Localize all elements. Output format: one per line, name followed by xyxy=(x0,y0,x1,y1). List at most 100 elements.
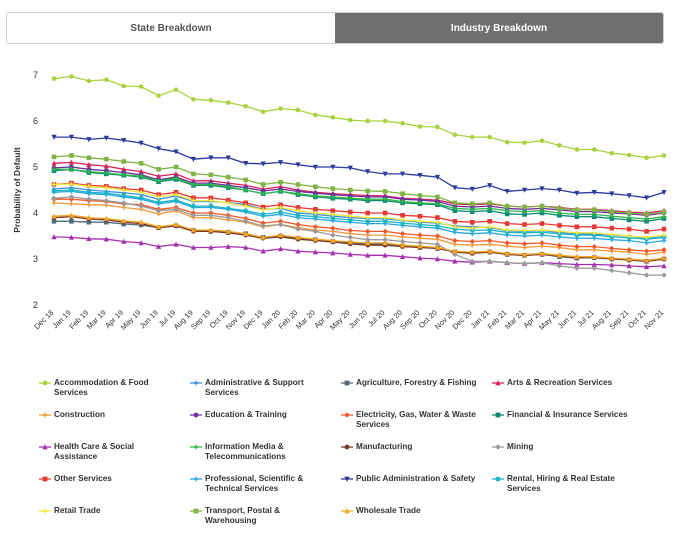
legend-item[interactable]: Arts & Recreation Services xyxy=(491,378,638,400)
data-point xyxy=(155,173,162,179)
data-point xyxy=(504,139,510,145)
data-point xyxy=(42,412,48,418)
legend-item[interactable]: Public Administration & Safety xyxy=(340,474,491,496)
data-point xyxy=(347,209,353,215)
data-point xyxy=(609,245,615,252)
data-point xyxy=(295,182,301,187)
data-point xyxy=(417,197,423,203)
legend-item[interactable]: Construction xyxy=(38,410,189,432)
data-point xyxy=(69,218,74,224)
legend-item[interactable]: Education & Training xyxy=(189,410,340,432)
data-point xyxy=(556,187,563,193)
data-point xyxy=(278,202,283,208)
data-point xyxy=(591,214,597,219)
data-point xyxy=(138,173,144,179)
data-point xyxy=(556,263,563,269)
data-point xyxy=(434,241,441,247)
data-point xyxy=(86,169,92,174)
data-point xyxy=(103,156,109,162)
data-point xyxy=(121,193,127,198)
legend-item[interactable]: Retail Trade xyxy=(38,506,189,528)
legend-item[interactable]: Mining xyxy=(491,442,638,464)
data-point xyxy=(278,189,283,194)
data-point xyxy=(225,197,231,203)
legend-item[interactable]: Accommodation & Food Services xyxy=(38,378,189,400)
data-point xyxy=(103,163,109,169)
data-point xyxy=(190,244,197,250)
data-point xyxy=(382,228,388,235)
data-point xyxy=(69,187,74,193)
legend-label: Information Media & Telecommunications xyxy=(205,442,286,461)
data-point xyxy=(313,193,318,199)
data-point xyxy=(344,476,350,482)
data-point xyxy=(539,208,545,213)
data-point xyxy=(86,184,92,189)
data-point xyxy=(277,160,284,166)
legend-item[interactable]: Information Media & Telecommunications xyxy=(189,442,340,464)
data-point xyxy=(313,184,318,190)
data-point xyxy=(504,250,510,256)
legend-item[interactable]: Manufacturing xyxy=(340,442,491,464)
legend-marker-icon xyxy=(491,378,505,388)
legend-item[interactable]: Other Services xyxy=(38,474,189,496)
data-point xyxy=(156,200,161,205)
legend-item[interactable]: Health Care & Social Assistance xyxy=(38,442,189,464)
data-point xyxy=(382,171,388,177)
data-point xyxy=(330,164,336,170)
data-point xyxy=(591,212,597,217)
tab-state-breakdown[interactable]: State Breakdown xyxy=(7,13,335,43)
data-point xyxy=(539,227,545,233)
data-point xyxy=(191,97,196,102)
data-point xyxy=(69,74,74,79)
data-point xyxy=(626,215,632,220)
data-point xyxy=(312,164,319,170)
data-point xyxy=(344,444,350,450)
data-point xyxy=(173,176,179,181)
data-point xyxy=(208,98,214,103)
legend-marker-icon xyxy=(38,378,52,388)
data-point xyxy=(417,124,423,129)
legend-label: Electricity, Gas, Water & Waste Services xyxy=(356,410,476,429)
data-point xyxy=(193,444,199,450)
legend-item[interactable]: Professional, Scientific & Technical Ser… xyxy=(189,474,340,496)
data-point xyxy=(643,248,650,254)
data-point xyxy=(121,166,127,172)
data-point xyxy=(435,124,440,130)
chart-legend: Accommodation & Food Services Administrat… xyxy=(38,378,638,528)
series-line xyxy=(54,198,665,252)
data-point xyxy=(295,248,301,254)
legend-label: Arts & Recreation Services xyxy=(507,378,613,387)
data-point xyxy=(260,234,266,240)
legend-marker-icon xyxy=(38,474,52,484)
data-point xyxy=(330,212,336,217)
legend-item[interactable]: Electricity, Gas, Water & Waste Services xyxy=(340,410,491,432)
data-point xyxy=(190,227,197,233)
data-point xyxy=(330,208,336,213)
data-point xyxy=(208,244,214,250)
data-point xyxy=(121,83,127,89)
legend-item[interactable]: Rental, Hiring & Real Estate Services xyxy=(491,474,638,496)
data-point xyxy=(243,218,249,224)
data-point xyxy=(260,182,266,187)
data-point xyxy=(435,194,440,200)
legend-item[interactable]: Wholesale Trade xyxy=(340,506,491,528)
data-point xyxy=(330,186,336,191)
legend-item[interactable]: Financial & Insurance Services xyxy=(491,410,638,432)
data-point xyxy=(347,251,353,257)
legend-item[interactable]: Administrative & Support Services xyxy=(189,378,340,400)
data-point xyxy=(173,197,179,203)
data-point xyxy=(504,227,510,233)
x-tick-label: Jun 21 xyxy=(556,308,578,330)
data-point xyxy=(295,208,301,213)
legend-item[interactable]: Transport, Postal & Warehousing xyxy=(189,506,340,528)
tab-industry-breakdown[interactable]: Industry Breakdown xyxy=(335,13,663,43)
legend-item[interactable]: Agriculture, Forestry & Fishing xyxy=(340,378,491,400)
data-point xyxy=(173,192,179,197)
data-point xyxy=(138,240,144,246)
data-point xyxy=(504,189,510,195)
data-point xyxy=(643,272,650,278)
series-line xyxy=(53,202,665,256)
data-point xyxy=(103,197,109,204)
data-point xyxy=(103,236,109,242)
data-point xyxy=(382,215,388,220)
